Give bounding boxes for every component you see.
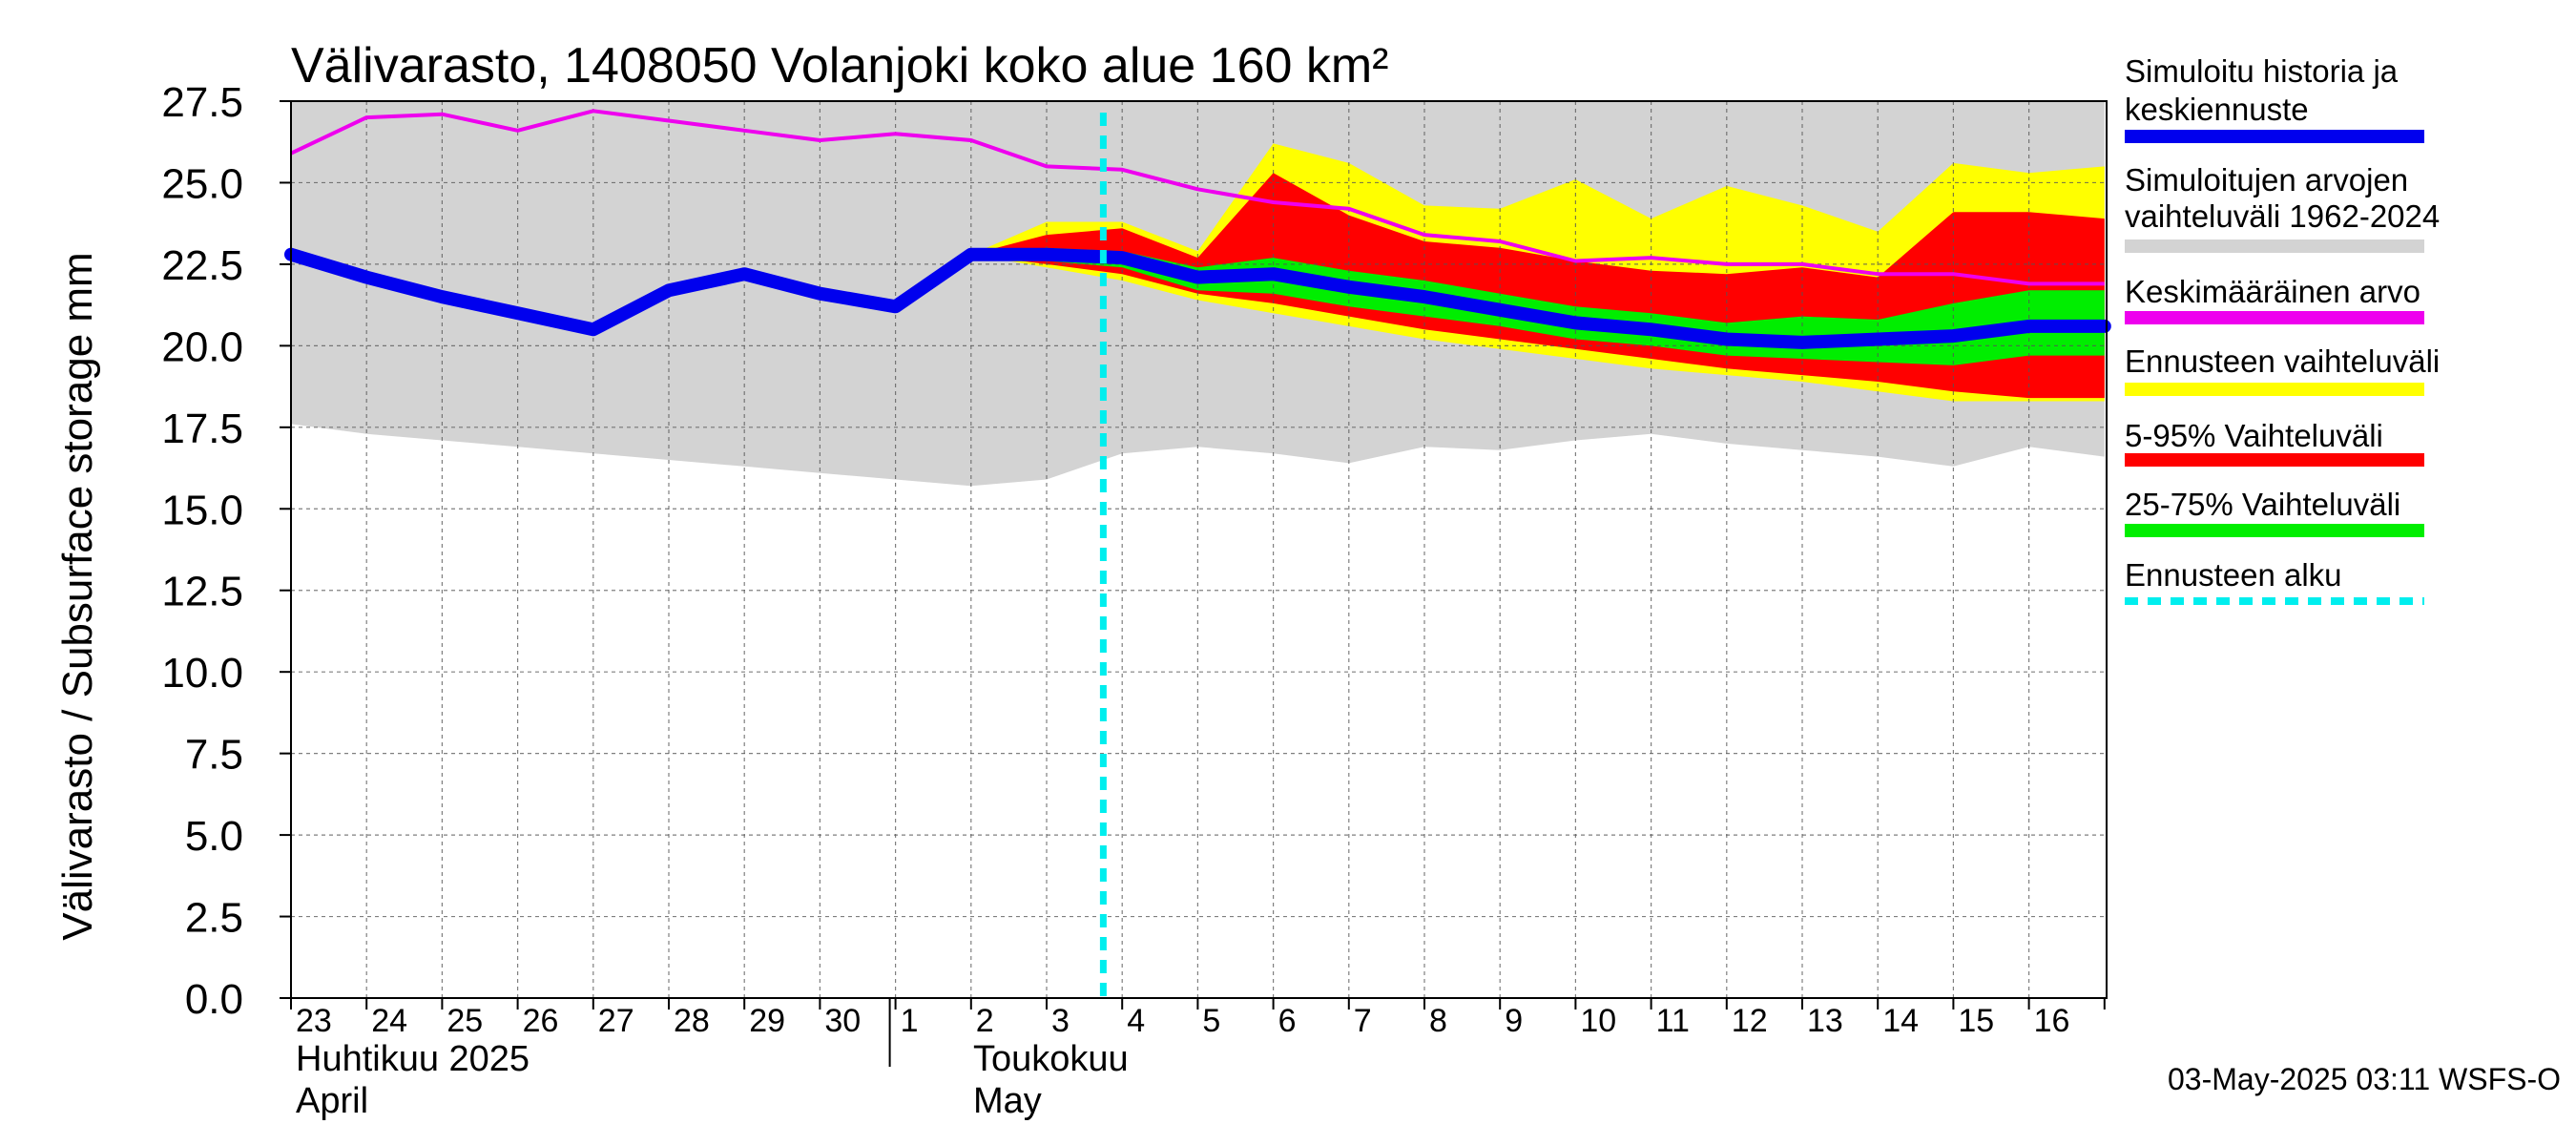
- x-tick-label: 6: [1278, 1003, 1297, 1039]
- y-tick-label: 15.0: [161, 487, 243, 533]
- legend-entry: 25-75% Vaihteluväli: [2125, 487, 2424, 537]
- x-tick-label: 30: [824, 1003, 861, 1039]
- legend-label: 5-95% Vaihteluväli: [2125, 418, 2383, 453]
- y-tick-label: 2.5: [185, 895, 243, 942]
- simulated-median-line: [284, 247, 2111, 349]
- plot-frame: [290, 100, 2108, 999]
- y-tick-label: 22.5: [161, 242, 243, 289]
- legend-label: Simuloitujen arvojen: [2125, 162, 2408, 198]
- x-tick-label: 13: [1807, 1003, 1843, 1039]
- legend-label: Keskimääräinen arvo: [2125, 274, 2420, 309]
- x-tick-label: 2: [976, 1003, 994, 1039]
- y-tick-label: 17.5: [161, 406, 243, 452]
- legend-label: vaihteluväli 1962-2024: [2125, 198, 2440, 234]
- y-axis-label: Välivarasto / Subsurface storage mm: [54, 252, 101, 940]
- y-tick-label: 5.0: [185, 813, 243, 860]
- chart-title: Välivarasto, 1408050 Volanjoki koko alue…: [291, 38, 1389, 94]
- y-tick-label: 27.5: [161, 79, 243, 126]
- x-tick-label: 10: [1580, 1003, 1616, 1039]
- legend: Simuloitu historia jakeskiennusteSimuloi…: [2125, 53, 2440, 605]
- legend-entry: Ennusteen alku: [2125, 557, 2424, 605]
- x-tick-label: 29: [749, 1003, 785, 1039]
- y-tick-label: 7.5: [185, 732, 243, 779]
- x-tick-label: 27: [598, 1003, 634, 1039]
- month-label-en: April: [296, 1081, 368, 1121]
- legend-label: keskiennuste: [2125, 92, 2309, 127]
- series-lines: [284, 109, 2111, 998]
- y-tick-label: 25.0: [161, 160, 243, 207]
- legend-label: Ennusteen vaihteluväli: [2125, 344, 2440, 379]
- x-tick-label: 3: [1051, 1003, 1070, 1039]
- x-tick-label: 15: [1958, 1003, 1994, 1039]
- x-tick-label: 1: [901, 1003, 919, 1039]
- legend-label: Ennusteen alku: [2125, 557, 2342, 593]
- month-label-fi: Toukokuu: [973, 1039, 1129, 1079]
- x-tick-label: 4: [1127, 1003, 1145, 1039]
- x-tick-label: 16: [2034, 1003, 2070, 1039]
- legend-entry: 5-95% Vaihteluväli: [2125, 418, 2424, 467]
- y-tick-label: 10.0: [161, 650, 243, 697]
- x-tick-label: 26: [523, 1003, 559, 1039]
- x-tick-label: 7: [1354, 1003, 1372, 1039]
- x-tick-label: 9: [1505, 1003, 1523, 1039]
- month-label-fi: Huhtikuu 2025: [296, 1039, 530, 1079]
- x-tick-label: 5: [1202, 1003, 1220, 1039]
- plot-area: [291, 101, 2107, 998]
- y-tick-label: 0.0: [185, 976, 243, 1023]
- x-tick-label: 23: [296, 1003, 332, 1039]
- x-tick-label: 11: [1656, 1003, 1690, 1039]
- x-tick-label: 14: [1882, 1003, 1919, 1039]
- legend-label: Simuloitu historia ja: [2125, 53, 2399, 89]
- x-tick-label: 8: [1429, 1003, 1447, 1039]
- axes: 0.0 2.5 5.0 7.5 10.0 12.5 15.0 17.5 20.0 22.5 25.0…: [161, 79, 2108, 1121]
- mean-value-line: [290, 109, 2105, 286]
- y-tick-label: 20.0: [161, 323, 243, 370]
- x-tick-label: 12: [1732, 1003, 1768, 1039]
- timestamp-footer: 03-May-2025 03:11 WSFS-O: [2168, 1062, 2561, 1096]
- legend-label: 25-75% Vaihteluväli: [2125, 487, 2400, 522]
- month-label-en: May: [973, 1081, 1042, 1121]
- legend-entry: Ennusteen vaihteluväli: [2125, 344, 2440, 396]
- x-tick-label: 24: [371, 1003, 407, 1039]
- legend-entry: Keskimääräinen arvo: [2125, 274, 2424, 324]
- x-tick-label: 25: [447, 1003, 483, 1039]
- x-tick-label: 28: [674, 1003, 710, 1039]
- y-tick-label: 12.5: [161, 569, 243, 615]
